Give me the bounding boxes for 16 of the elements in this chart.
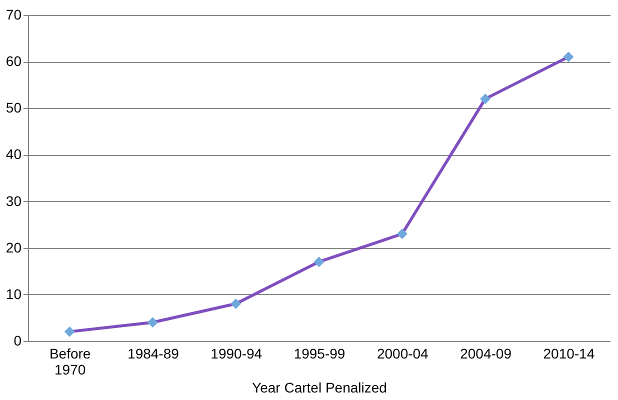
x-tick-label: 2000-04: [376, 346, 429, 362]
x-axis-title: Year Cartel Penalized: [252, 380, 387, 396]
y-tick-label: 70: [6, 6, 22, 22]
y-tick-label: 0: [14, 332, 22, 348]
y-tick-label: 30: [6, 192, 22, 209]
y-tick-label: 60: [6, 53, 22, 70]
x-tick-label: 2004-09: [460, 346, 512, 362]
y-tick-label: 10: [6, 286, 22, 302]
x-tick-label: 2010-14: [543, 346, 595, 362]
y-tick-label: 50: [6, 100, 22, 116]
y-tick-label: 40: [6, 146, 22, 162]
x-tick-label: 1990-94: [210, 346, 262, 362]
y-tick-label: 20: [6, 239, 22, 256]
x-tick-label: 1995-99: [294, 346, 346, 362]
x-tick-label: 1984-89: [128, 346, 180, 362]
x-tick-label: Before 1970: [49, 346, 91, 378]
